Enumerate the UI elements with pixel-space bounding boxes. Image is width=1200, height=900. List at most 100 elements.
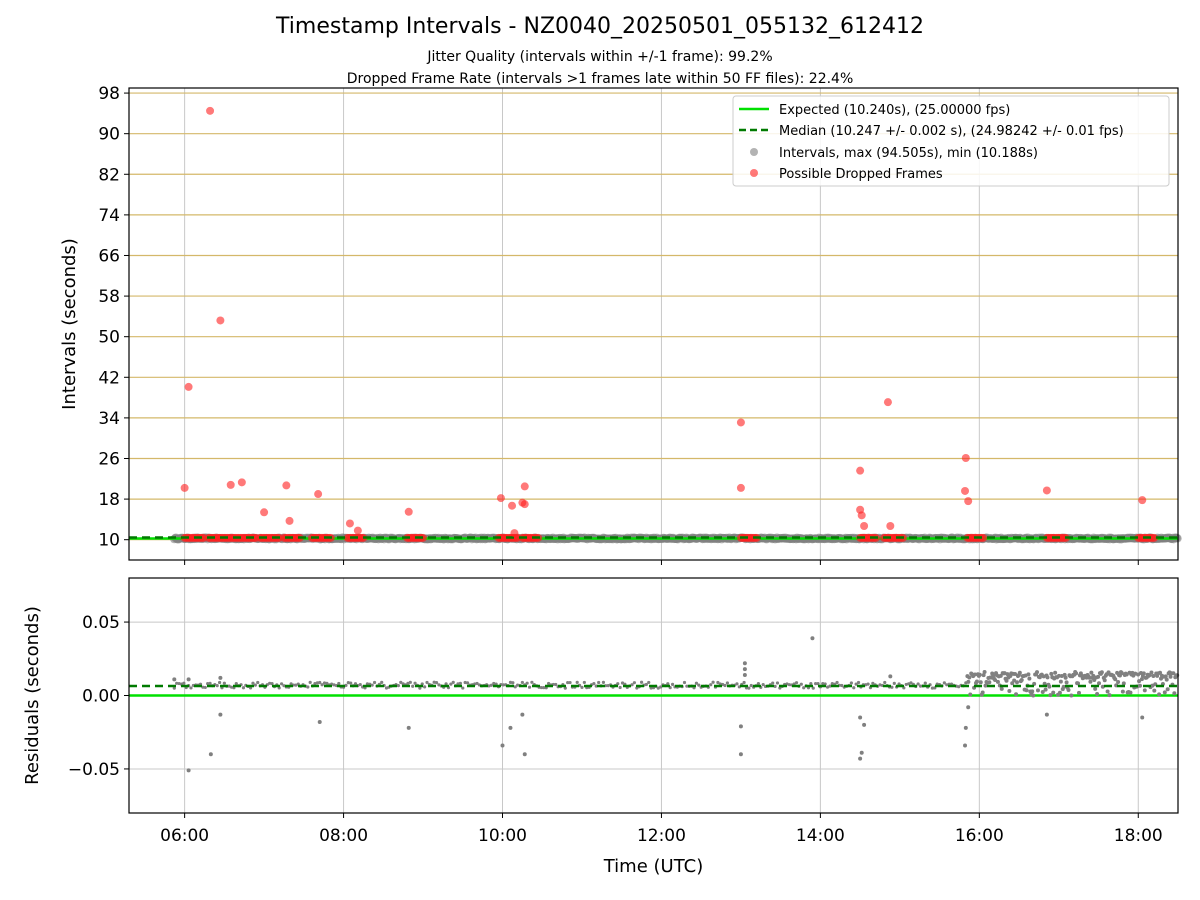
residual-point — [1051, 690, 1056, 695]
residual-point — [547, 681, 551, 686]
residual-point — [1004, 678, 1009, 683]
residual-point — [406, 725, 411, 730]
dropped-frame-point — [353, 526, 362, 535]
legend-dropped-label: Possible Dropped Frames — [779, 167, 943, 182]
residual-point — [1026, 672, 1031, 677]
residual-point — [709, 683, 713, 687]
residual-point — [747, 686, 751, 690]
residual-point — [525, 681, 529, 685]
residual-point — [858, 756, 863, 761]
residual-point — [1100, 684, 1105, 689]
residual-point — [1095, 692, 1100, 697]
dropped-frame-point — [510, 529, 519, 538]
residual-point — [830, 682, 834, 686]
x-tick-label: 16:00 — [955, 826, 1004, 846]
residual-point — [916, 682, 920, 686]
residual-point — [408, 680, 412, 684]
residual-point — [1074, 671, 1079, 676]
residual-point — [186, 768, 191, 773]
residual-point — [449, 682, 453, 686]
residual-point — [811, 686, 815, 690]
residual-point — [883, 680, 887, 685]
y-tick-label: 50 — [98, 328, 120, 348]
dropped-frame-point — [285, 516, 294, 525]
residual-point — [742, 680, 746, 685]
residual-point — [1064, 680, 1069, 685]
y-tick-label: 98 — [98, 84, 120, 104]
dropped-frame-point — [964, 497, 973, 506]
residual-point — [794, 681, 799, 685]
y-tick-label: −0.05 — [68, 760, 120, 780]
residual-point — [1012, 678, 1017, 683]
residual-point — [697, 683, 701, 687]
residual-point — [1005, 672, 1010, 677]
residual-point — [1152, 688, 1157, 693]
residual-point — [432, 680, 436, 684]
residual-point — [1140, 715, 1145, 720]
residual-point — [527, 685, 532, 689]
residual-point — [957, 685, 961, 689]
residual-point — [542, 686, 546, 690]
residual-point — [222, 681, 226, 685]
residual-point — [930, 686, 935, 690]
residual-point — [840, 683, 844, 688]
y-tick-label: 26 — [98, 449, 120, 469]
residuals-panel: 06:00 08:00 10:00 12:00 14:00 16:00 18:00 −0.05… — [22, 577, 1180, 877]
residual-point — [616, 682, 620, 686]
residual-point — [977, 672, 982, 677]
residual-point — [742, 667, 747, 672]
residual-point — [909, 681, 913, 685]
residual-point — [513, 685, 517, 689]
dropped-frame-point — [184, 382, 193, 391]
residual-point — [437, 683, 441, 687]
residual-point — [372, 680, 377, 685]
residual-point — [738, 724, 743, 729]
residual-point — [582, 680, 586, 685]
dropped-frame-point — [508, 501, 517, 510]
residual-point — [511, 681, 515, 685]
residual-point — [1035, 670, 1040, 675]
residual-point — [1031, 693, 1036, 698]
residual-point — [821, 681, 825, 686]
residual-point — [858, 715, 863, 720]
dropped-frame-point — [860, 521, 869, 530]
residual-point — [635, 686, 639, 690]
legend-median-label: Median (10.247 +/- 0.002 s), (24.98242 +… — [779, 124, 1124, 139]
residual-point — [756, 682, 761, 686]
residual-point — [229, 685, 234, 689]
residual-point — [978, 680, 983, 685]
residual-point — [172, 677, 177, 682]
residual-point — [463, 680, 467, 685]
legend-expected-label: Expected (10.240s), (25.00000 fps) — [779, 103, 1010, 118]
residual-point — [835, 680, 839, 685]
residual-point — [987, 680, 992, 685]
residual-point — [856, 680, 861, 685]
dropped-frame-point — [886, 521, 895, 530]
residual-point — [318, 680, 322, 685]
residual-point — [1057, 690, 1062, 695]
residual-point — [251, 681, 255, 685]
legend-dropped-swatch — [750, 169, 758, 177]
residual-point — [716, 680, 720, 685]
dropped-frame-point — [883, 398, 892, 407]
residual-point — [1105, 689, 1110, 694]
dropped-frame-point — [206, 106, 215, 115]
y-tick-label: 18 — [98, 490, 120, 510]
residual-point — [725, 681, 730, 685]
residual-point — [694, 681, 699, 685]
residual-point — [644, 682, 648, 687]
plot-frame — [128, 87, 1179, 561]
residual-point — [1093, 686, 1098, 691]
residual-point — [370, 683, 374, 687]
residual-point — [325, 681, 329, 685]
x-tick-label: 12:00 — [637, 826, 686, 846]
y-tick-label: 34 — [98, 409, 120, 429]
residual-point — [890, 685, 894, 689]
residual-point — [322, 681, 327, 685]
residual-point — [963, 725, 968, 730]
dropped-frame-point — [1138, 496, 1147, 505]
residual-point — [520, 680, 524, 685]
residual-point — [852, 686, 856, 690]
residual-point — [1048, 693, 1053, 698]
residual-point — [1040, 690, 1045, 695]
